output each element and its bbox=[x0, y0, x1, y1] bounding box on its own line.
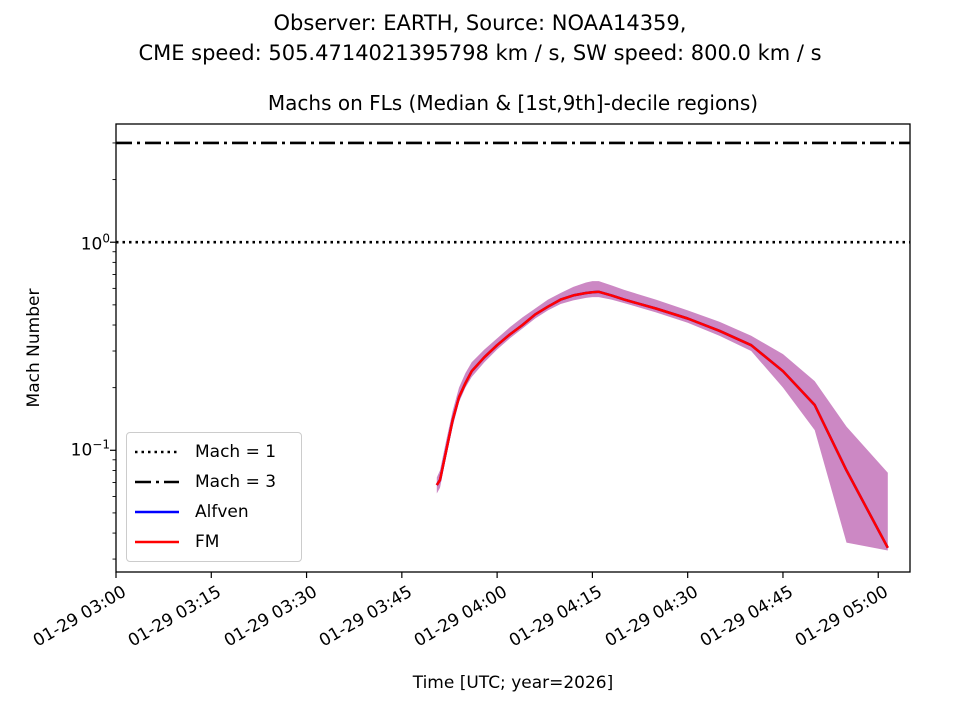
y-tick-label-1e-1: 10−1 bbox=[70, 437, 110, 461]
series-line-fm bbox=[435, 290, 889, 549]
legend-swatch-mach1 bbox=[135, 450, 179, 454]
legend-label-mach1: Mach = 1 bbox=[195, 442, 277, 462]
legend-label-fm: FM bbox=[195, 532, 220, 552]
legend-item-mach1: Mach = 1 bbox=[135, 441, 276, 463]
chart-title: Machs on FLs (Median & [1st,9th]-decile … bbox=[267, 91, 759, 115]
x-axis-label: Time [UTC; year=2026] bbox=[412, 673, 614, 693]
figure-suptitle-line2: CME speed: 505.4714021395798 km / s, SW … bbox=[138, 41, 822, 65]
series-layer bbox=[435, 290, 889, 549]
legend-item-alfven: Alfven bbox=[135, 501, 249, 523]
legend-item-mach3: Mach = 3 bbox=[135, 471, 276, 493]
legend-item-fm: FM bbox=[135, 531, 219, 553]
legend-label-alfven: Alfven bbox=[195, 502, 249, 522]
tick-marks-layer bbox=[110, 142, 879, 578]
y-axis-label: Mach Number bbox=[24, 288, 44, 408]
decile-band-area bbox=[436, 281, 888, 551]
legend-swatch-alfven bbox=[135, 510, 179, 514]
plot-frame bbox=[115, 123, 911, 573]
legend-label-mach3: Mach = 3 bbox=[195, 472, 277, 492]
legend-swatch-mach3 bbox=[135, 480, 179, 484]
reference-lines-layer bbox=[116, 141, 910, 244]
decile-band-layer bbox=[436, 281, 888, 551]
legend-swatch-fm bbox=[135, 540, 179, 544]
y-tick-label-1e0: 100 bbox=[80, 231, 110, 255]
legend: Mach = 1 Mach = 3 Alfven FM bbox=[126, 432, 302, 562]
figure-suptitle-line1: Observer: EARTH, Source: NOAA14359, bbox=[273, 11, 687, 35]
